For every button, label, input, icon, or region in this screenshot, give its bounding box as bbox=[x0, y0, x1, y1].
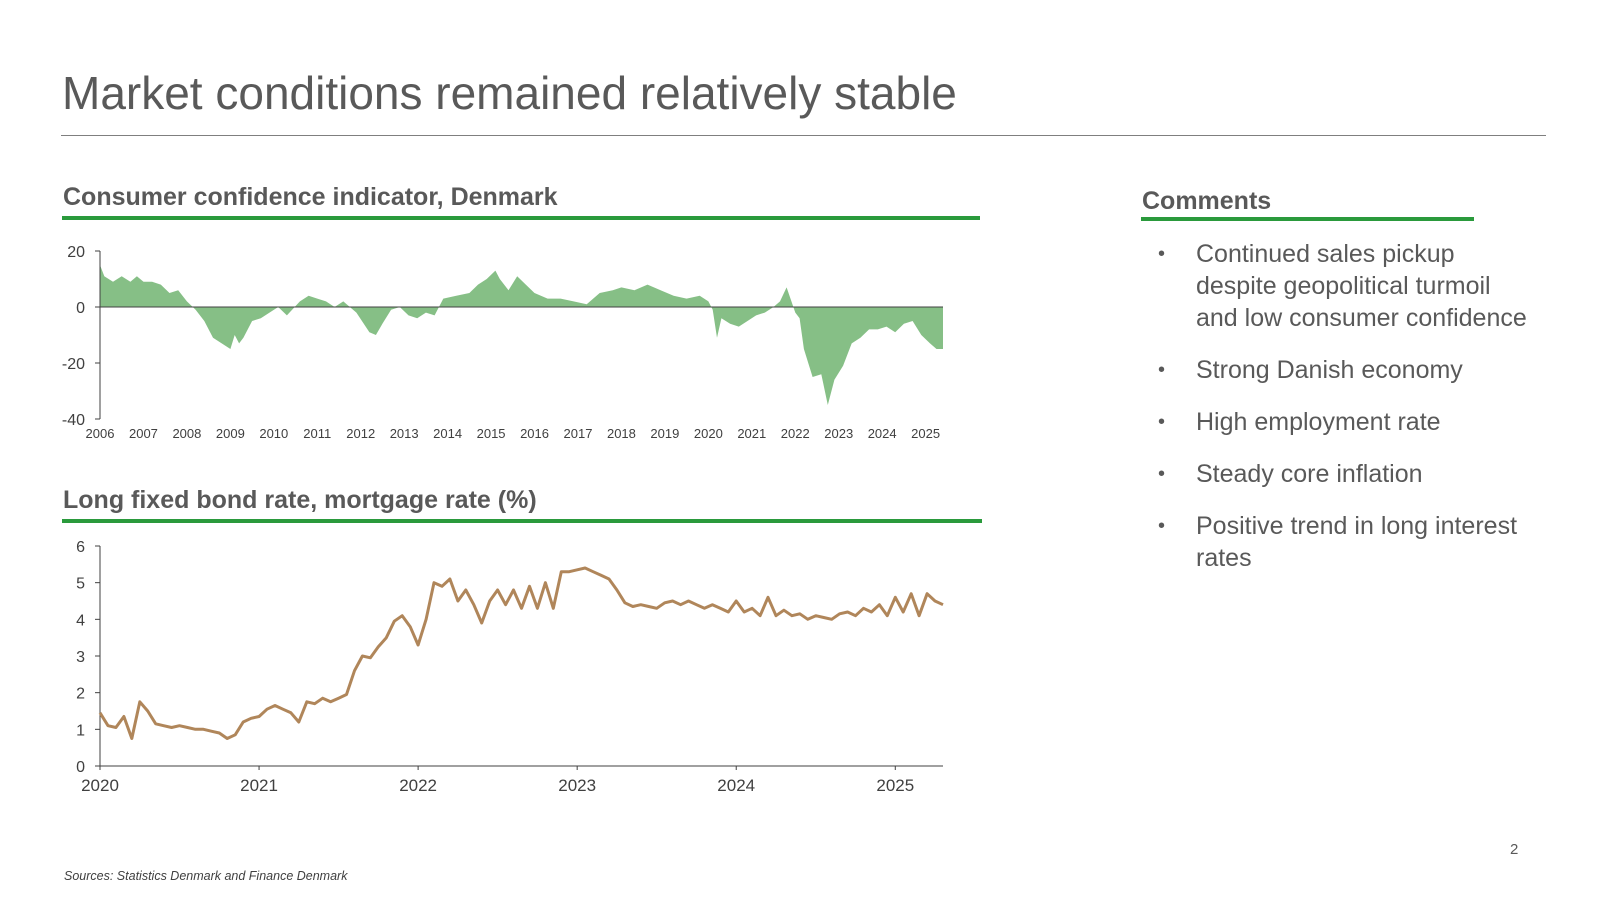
x-tick-label: 2019 bbox=[650, 426, 679, 441]
page-number: 2 bbox=[1510, 841, 1519, 858]
x-tick-label: 2006 bbox=[86, 426, 115, 441]
x-tick-label: 2016 bbox=[520, 426, 549, 441]
slide-title: Market conditions remained relatively st… bbox=[62, 67, 957, 119]
comment-item: • Continued sales pickup despite geopolit… bbox=[1158, 240, 1527, 332]
x-tick-label: 2018 bbox=[607, 426, 636, 441]
x-tick-label: 2020 bbox=[694, 426, 723, 441]
y-tick-label: 5 bbox=[76, 576, 85, 593]
x-tick-label: 2008 bbox=[172, 426, 201, 441]
x-tick-label: 2009 bbox=[216, 426, 245, 441]
y-tick-label: 20 bbox=[67, 244, 85, 261]
chart-title-consumer-confidence: Consumer confidence indicator, Denmark bbox=[63, 183, 558, 211]
x-tick-label: 2013 bbox=[390, 426, 419, 441]
x-tick-label: 2022 bbox=[781, 426, 810, 441]
x-tick-label: 2012 bbox=[346, 426, 375, 441]
y-tick-label: 0 bbox=[76, 759, 85, 776]
x-tick-label: 2014 bbox=[433, 426, 462, 441]
y-tick-label: -40 bbox=[62, 412, 85, 429]
y-tick-label: 6 bbox=[76, 539, 85, 556]
comment-item: • Steady core inflation bbox=[1158, 460, 1423, 488]
bullet-icon: • bbox=[1158, 411, 1166, 433]
x-tick-label: 2017 bbox=[564, 426, 593, 441]
y-tick-label: -20 bbox=[62, 356, 85, 373]
confidence-area bbox=[100, 265, 943, 405]
bullet-icon: • bbox=[1158, 243, 1166, 265]
comments-list: • Continued sales pickup despite geopolit… bbox=[1158, 238, 1538, 594]
y-tick-label: 1 bbox=[76, 722, 85, 739]
x-tick-label: 2015 bbox=[477, 426, 506, 441]
x-tick-label: 2021 bbox=[240, 776, 278, 795]
x-tick-label: 2024 bbox=[717, 776, 755, 795]
y-tick-label: 3 bbox=[76, 649, 85, 666]
x-tick-label: 2021 bbox=[737, 426, 766, 441]
x-tick-label: 2022 bbox=[399, 776, 437, 795]
chart-title-underline bbox=[62, 216, 980, 220]
x-tick-label: 2010 bbox=[259, 426, 288, 441]
title-divider bbox=[61, 135, 1546, 136]
bullet-icon: • bbox=[1158, 515, 1166, 537]
x-tick-label: 2025 bbox=[876, 776, 914, 795]
chart-title-bond-rate: Long fixed bond rate, mortgage rate (%) bbox=[63, 486, 537, 514]
mortgage-rate-line bbox=[98, 566, 944, 740]
bullet-icon: • bbox=[1158, 463, 1166, 485]
comments-underline bbox=[1141, 217, 1474, 221]
comment-item: • Strong Danish economy bbox=[1158, 356, 1463, 384]
y-tick-label: 2 bbox=[76, 686, 85, 703]
y-tick-label: 0 bbox=[76, 300, 85, 317]
comment-item: • High employment rate bbox=[1158, 408, 1441, 436]
x-tick-label: 2023 bbox=[824, 426, 853, 441]
chart-title-underline bbox=[62, 519, 982, 523]
x-tick-label: 2025 bbox=[911, 426, 940, 441]
x-tick-label: 2007 bbox=[129, 426, 158, 441]
y-tick-label: 4 bbox=[76, 612, 85, 629]
x-tick-label: 2011 bbox=[303, 426, 331, 441]
comments-title: Comments bbox=[1142, 187, 1272, 215]
source-note: Sources: Statistics Denmark and Finance … bbox=[64, 869, 348, 883]
x-tick-label: 2020 bbox=[81, 776, 119, 795]
x-tick-label: 2024 bbox=[868, 426, 897, 441]
comment-item: • Positive trend in long interest rates bbox=[1158, 512, 1518, 572]
x-tick-label: 2023 bbox=[558, 776, 596, 795]
bullet-icon: • bbox=[1158, 359, 1166, 381]
